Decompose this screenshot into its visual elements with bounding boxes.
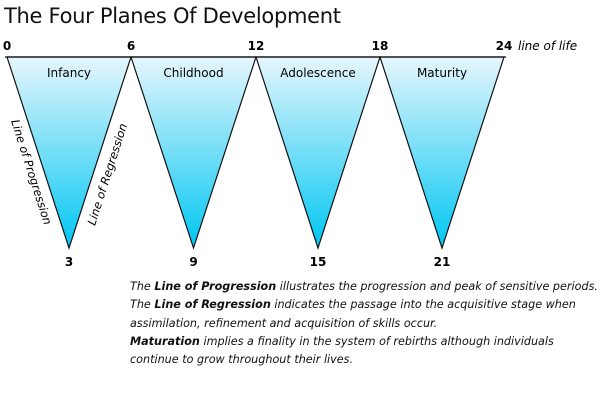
page-title: The Four Planes Of Development (4, 4, 341, 28)
peak-age: 3 (65, 255, 73, 269)
peak-age: 21 (434, 255, 451, 269)
line-of-life-label: line of life (518, 39, 577, 53)
age-tick: 18 (372, 39, 389, 53)
plane-name: Adolescence (280, 66, 356, 80)
age-tick: 0 (3, 39, 11, 53)
note-progression: The Line of Progression illustrates the … (130, 280, 598, 293)
age-tick: 24 (496, 39, 513, 53)
plane-triangle (130, 56, 257, 250)
note-maturation: Maturation implies a finality in the sys… (130, 334, 554, 367)
explanation-notes: The Line of Progression illustrates the … (130, 278, 600, 369)
note-regression: The Line of Regression indicates the pas… (130, 298, 576, 330)
plane-name: Childhood (163, 66, 223, 80)
age-tick: 12 (248, 39, 265, 53)
plane-name: Maturity (417, 66, 467, 80)
peak-age: 9 (189, 255, 197, 269)
peak-age: 15 (310, 255, 327, 269)
age-tick: 6 (127, 39, 135, 53)
plane-name: Infancy (47, 66, 91, 80)
plane-triangle (379, 56, 505, 250)
plane-triangle (255, 56, 381, 250)
